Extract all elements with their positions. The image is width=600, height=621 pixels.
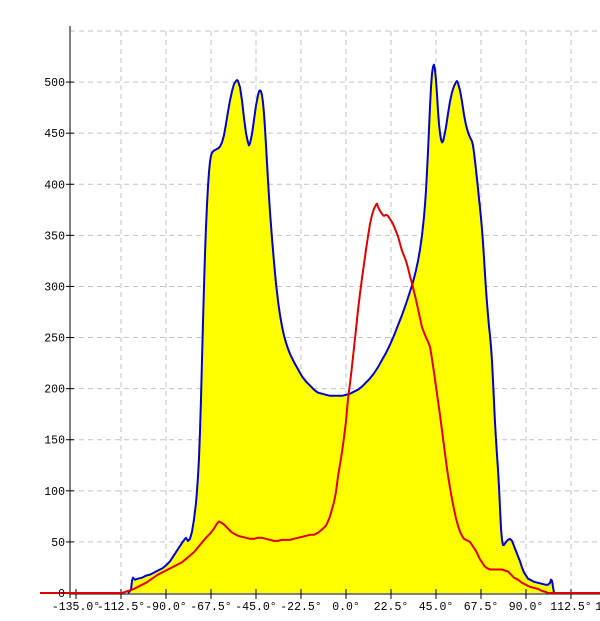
x-tick-label: -135.0°: [52, 601, 100, 614]
x-tick-label: -45.0°: [235, 601, 276, 614]
x-tick-label: 0.0°: [332, 601, 360, 614]
y-tick-label: 0: [58, 588, 65, 601]
x-tick-label: 112.5°: [550, 601, 591, 614]
y-tick-label: 500: [44, 77, 65, 90]
x-tick-label: 22.5°: [374, 601, 409, 614]
y-tick-label: 100: [44, 486, 65, 499]
y-tick-label: 150: [44, 435, 65, 448]
angular-distribution-chart: -135.0° -112.5° -90.0° -67.5° -45.0° -22.5° 0.…: [40, 16, 600, 616]
y-tick-label: 350: [44, 230, 65, 243]
x-tick-label: 135.0°: [595, 601, 600, 614]
y-tick-label: 400: [44, 179, 65, 192]
x-tick-label: 67.5°: [464, 601, 499, 614]
chart-canvas: -135.0°-112.5° -90.0° -67.5° -45.0° -22.5° 0.…: [40, 26, 600, 614]
y-tick-label: 450: [44, 128, 65, 141]
x-tick-label: -22.5°: [280, 601, 321, 614]
x-tick-label: -67.5°: [190, 601, 231, 614]
y-tick-label: 300: [44, 281, 65, 294]
y-tick-label: 250: [44, 333, 65, 346]
x-tick-label: -90.0°: [145, 601, 186, 614]
x-tick-label: 90.0°: [509, 601, 544, 614]
angle-distribution-filled-fill: [128, 64, 554, 593]
y-tick-label: 200: [44, 384, 65, 397]
angle-distribution-filled-outline: [127, 63, 555, 594]
angle-distribution-line: [40, 202, 600, 594]
x-tick-label: -112.5°: [97, 601, 145, 614]
y-tick-label: 50: [51, 537, 65, 550]
x-tick-label: 45.0°: [419, 601, 454, 614]
